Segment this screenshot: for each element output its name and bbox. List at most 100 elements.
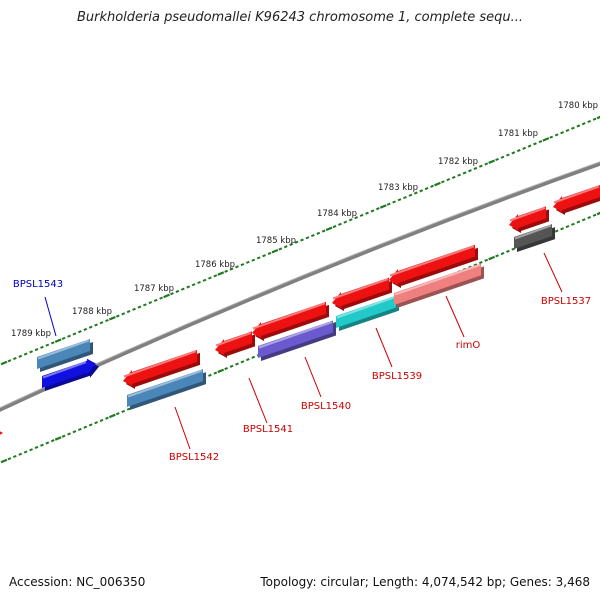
outer-scale-dot: [451, 175, 456, 179]
inner-scale-dot: [484, 258, 489, 262]
outer-scale-dot: [478, 164, 483, 168]
outer-scale-dot: [61, 336, 66, 340]
outer-scale-dot: [348, 218, 353, 222]
outer-scale-dot: [457, 173, 461, 177]
tick-label: 1782 kbp: [438, 157, 478, 167]
gene-body: [37, 338, 90, 369]
inner-scale-dot: [94, 421, 98, 425]
outer-scale-dot: [148, 301, 153, 305]
outer-scale-dot: [462, 171, 467, 175]
outer-scale-dot: [375, 207, 380, 211]
gene-body: [514, 224, 552, 249]
outer-scale-dot: [191, 283, 196, 287]
inner-scale-dot: [67, 432, 71, 436]
outer-scale-dot: [560, 131, 564, 135]
gene-highlight: [37, 339, 90, 360]
outer-scale-dot: [542, 137, 550, 142]
gene-highlight: [252, 302, 326, 330]
gene-body: [127, 369, 203, 407]
outer-scale-dot: [217, 271, 225, 276]
outer-scale-dot: [516, 149, 521, 153]
tick-label: 1785 kbp: [256, 236, 296, 246]
outer-scale-dot: [294, 240, 299, 244]
gene-body: [336, 295, 396, 328]
gene-edge-fragment: [0, 431, 3, 435]
outer-scale-dot: [549, 135, 554, 139]
inner-scale-dot: [72, 430, 77, 434]
outer-scale-dot: [468, 169, 472, 173]
map-title: Burkholderia pseudomallei K96243 chromos…: [76, 10, 524, 25]
outer-scale-dot: [424, 187, 429, 191]
outer-scale-dot: [262, 254, 266, 258]
outer-scale-dot: [99, 321, 104, 325]
gene-bpsl1537-band: [514, 224, 555, 252]
outer-scale-dot: [419, 189, 424, 193]
inner-scale-dot: [45, 441, 50, 445]
gene-body: [332, 277, 389, 308]
gene-highlight: [215, 331, 252, 347]
outer-scale-dot: [175, 289, 180, 293]
label-leader-line: [304, 356, 322, 398]
outer-scale-dot: [495, 157, 499, 162]
inner-scale-dot: [23, 450, 28, 454]
inner-scale-dot: [506, 249, 510, 253]
inner-scale-dot: [88, 423, 93, 427]
gene-body: [123, 349, 197, 386]
inner-scale-dot: [217, 368, 225, 374]
outer-scale-dot: [379, 204, 387, 209]
gene-highlight: [127, 369, 203, 398]
outer-scale-dot: [473, 166, 478, 170]
outer-scale-dot: [316, 231, 321, 235]
outer-scale-dot: [484, 162, 489, 166]
gene-body: [509, 206, 546, 230]
outer-scale-dot: [77, 330, 82, 334]
topology-text: Topology: circular; Length: 4,074,542 bp…: [260, 575, 590, 589]
outer-scale-dot: [434, 181, 441, 187]
tick-label: 1783 kbp: [378, 183, 418, 193]
outer-scale-dot: [587, 119, 592, 124]
outer-scale-dot: [126, 310, 131, 314]
outer-scale-dot: [180, 287, 185, 291]
outer-scale-dot: [12, 356, 17, 361]
outer-scale-dot: [527, 144, 532, 148]
inner-scale-dot: [0, 458, 8, 464]
outer-scale-dot: [325, 226, 333, 232]
outer-scale-dot: [50, 341, 55, 345]
inner-scale-dot: [213, 371, 218, 375]
inner-scale-dot: [108, 413, 116, 419]
outer-scale-dot: [29, 350, 33, 354]
outer-scale-dot: [359, 213, 364, 217]
outer-scale-dot: [370, 209, 375, 213]
outer-scale-dot: [23, 352, 28, 356]
inner-scale-dot: [61, 434, 66, 438]
genes-layer: [0, 185, 600, 435]
outer-scale-dot: [153, 298, 158, 302]
label-lines-layer: [44, 252, 563, 450]
outer-scale-dot: [224, 269, 229, 273]
outer-scale-dot: [240, 263, 245, 267]
inner-scale-dot: [40, 443, 44, 447]
outer-scale-dot: [170, 292, 174, 296]
inner-scale-dot: [50, 439, 55, 443]
gene-highlight: [123, 350, 197, 378]
tick-labels-layer: 1780 kbp 1781 kbp 1782 kbp 1783 kbp 1784 kbp…: [11, 101, 598, 339]
gene-rimo-arrow: [389, 244, 478, 288]
outer-scale-dot: [488, 159, 496, 164]
outer-scale-dot: [202, 278, 207, 282]
outer-scale-dot: [278, 247, 283, 251]
gene-highlight: [258, 321, 333, 349]
gene-body: [389, 244, 475, 285]
gene-label: BPSL1540: [301, 401, 351, 412]
outer-scale-dot: [332, 225, 337, 229]
outer-scale-dot: [354, 216, 359, 220]
outer-scale-dot: [386, 202, 391, 206]
inner-scale-dot: [565, 224, 570, 229]
gene-bpsl1540-arrow: [252, 301, 329, 341]
gene-bpsl1540-band: [258, 320, 336, 361]
inner-scale-dot: [126, 407, 131, 411]
outer-scale-dot: [256, 256, 261, 260]
inner-scale-dot: [473, 263, 478, 267]
outer-scale-dot: [34, 348, 39, 352]
tick-label: 1786 kbp: [195, 260, 235, 270]
